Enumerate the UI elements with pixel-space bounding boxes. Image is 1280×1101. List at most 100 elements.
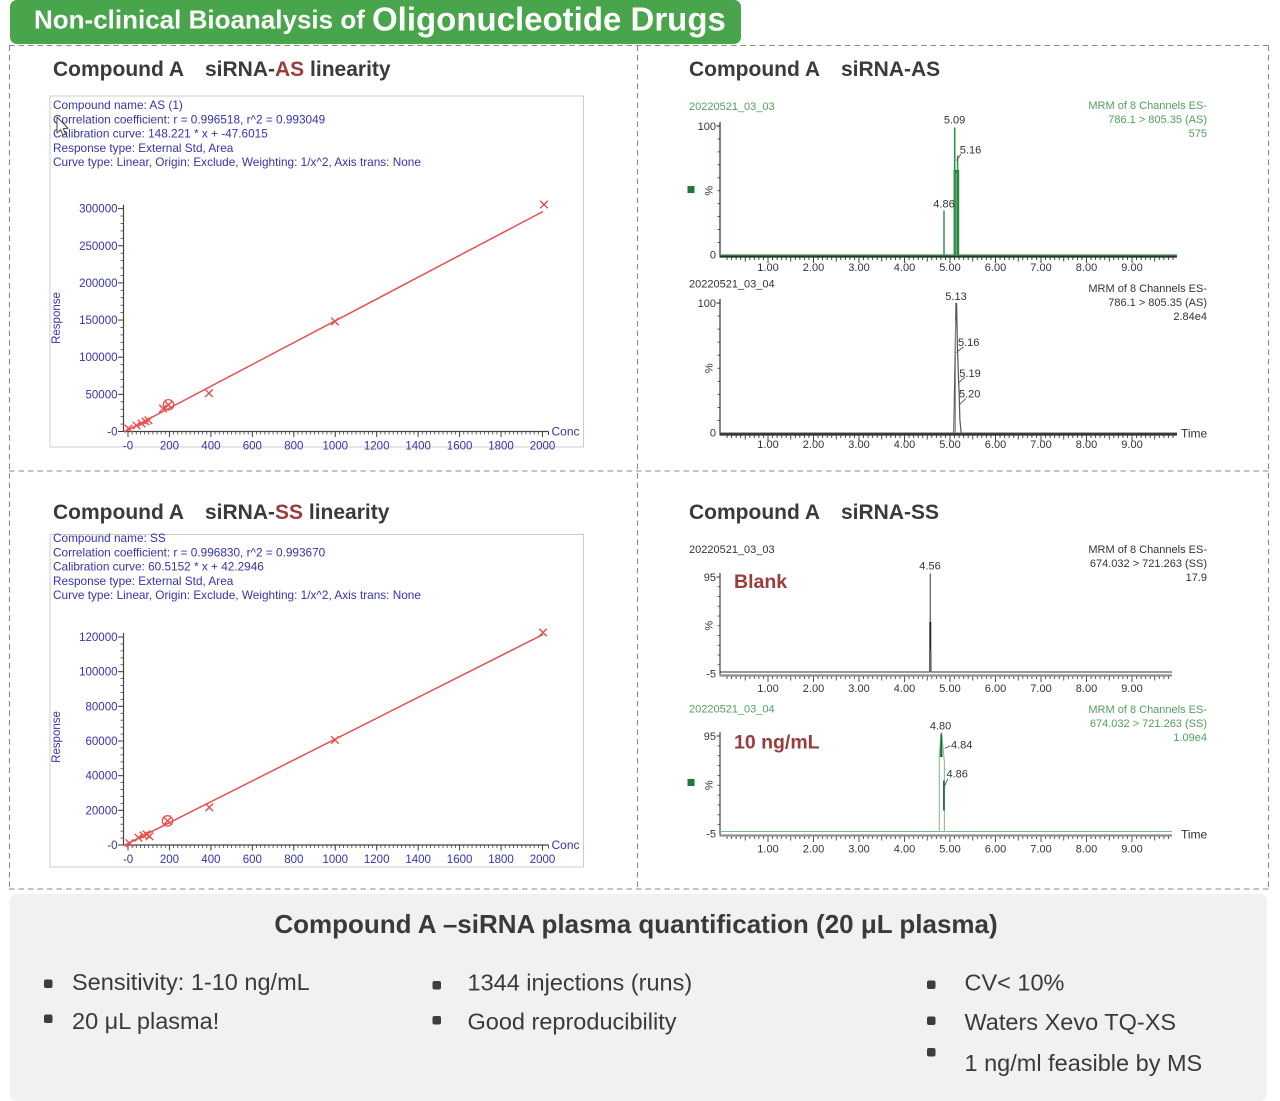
svg-text:100: 100 (698, 121, 716, 133)
svg-text:4.84: 4.84 (951, 740, 972, 752)
svg-text:200: 200 (160, 854, 179, 866)
svg-text:Compound name: AS (1): Compound name: AS (1) (53, 98, 183, 112)
svg-text:7.00: 7.00 (1030, 262, 1051, 274)
svg-text:5.00: 5.00 (939, 439, 960, 451)
svg-text:4.00: 4.00 (894, 439, 915, 451)
svg-text:Response type: External Std, A: Response type: External Std, Area (53, 574, 234, 588)
svg-text:8.00: 8.00 (1076, 439, 1097, 451)
svg-text:200: 200 (160, 441, 179, 453)
svg-text:1600: 1600 (447, 441, 473, 453)
svg-text:8.00: 8.00 (1076, 683, 1097, 695)
svg-text:200000: 200000 (79, 278, 117, 290)
svg-text:Curve type: Linear, Origin: Ex: Curve type: Linear, Origin: Exclude, Wei… (53, 588, 421, 602)
svg-text:5.00: 5.00 (939, 262, 960, 274)
svg-text:600: 600 (243, 441, 262, 453)
svg-text:20220521_03_03: 20220521_03_03 (689, 101, 775, 113)
svg-text:6.00: 6.00 (985, 683, 1006, 695)
svg-text:674.032 > 721.263 (SS): 674.032 > 721.263 (SS) (1090, 558, 1207, 570)
svg-text:1200: 1200 (364, 854, 390, 866)
svg-text:Calibration curve: 148.221 * x: Calibration curve: 148.221 * x + -47.601… (53, 127, 268, 141)
svg-text:95: 95 (704, 572, 716, 584)
svg-text:Compound A: Compound A (689, 58, 820, 81)
svg-text:Good reproducibility: Good reproducibility (468, 1009, 677, 1035)
svg-text:-0: -0 (123, 441, 133, 453)
svg-text:Response type: External Std, A: Response type: External Std, Area (53, 141, 234, 155)
svg-text:-5: -5 (706, 829, 716, 841)
svg-text:-0: -0 (107, 427, 117, 439)
svg-text:6.00: 6.00 (985, 844, 1006, 856)
svg-text:3.00: 3.00 (848, 683, 869, 695)
svg-text:150000: 150000 (79, 315, 117, 327)
svg-text:80000: 80000 (86, 701, 118, 713)
svg-text:Blank: Blank (734, 571, 787, 593)
svg-text:CV< 10%: CV< 10% (965, 970, 1065, 996)
svg-text:8.00: 8.00 (1076, 844, 1097, 856)
svg-text:4.56: 4.56 (919, 561, 940, 573)
svg-text:9.00: 9.00 (1121, 439, 1142, 451)
svg-text:95: 95 (704, 731, 716, 743)
svg-text:7.00: 7.00 (1030, 683, 1051, 695)
svg-text:100000: 100000 (79, 667, 117, 679)
svg-text:Compound name: SS: Compound name: SS (53, 531, 166, 545)
svg-text:100: 100 (698, 298, 716, 310)
svg-text:5.19: 5.19 (959, 368, 980, 380)
svg-text:7.00: 7.00 (1030, 439, 1051, 451)
svg-text:4.86: 4.86 (933, 199, 954, 211)
svg-text:20220521_03_04: 20220521_03_04 (689, 279, 775, 291)
svg-text:7.00: 7.00 (1030, 844, 1051, 856)
svg-text:MRM of 8 Channels ES-: MRM of 8 Channels ES- (1088, 704, 1207, 716)
svg-text:1.00: 1.00 (757, 844, 778, 856)
svg-text:5.09: 5.09 (944, 115, 965, 127)
svg-text:20000: 20000 (86, 805, 118, 817)
svg-text:2.00: 2.00 (803, 262, 824, 274)
svg-text:%: % (704, 780, 716, 790)
svg-text:250000: 250000 (79, 241, 117, 253)
svg-text:Compound A: Compound A (53, 501, 184, 524)
svg-text:4.86: 4.86 (947, 769, 968, 781)
svg-text:0: 0 (710, 250, 716, 262)
svg-text:Sensitivity: 1-10 ng/mL: Sensitivity: 1-10 ng/mL (72, 969, 310, 995)
svg-text:1.00: 1.00 (757, 439, 778, 451)
svg-text:Waters Xevo TQ-XS: Waters Xevo TQ-XS (965, 1009, 1177, 1035)
svg-text:1000: 1000 (322, 854, 348, 866)
svg-text:3.00: 3.00 (848, 262, 869, 274)
svg-text:-0: -0 (123, 854, 133, 866)
svg-text:%: % (704, 186, 716, 196)
svg-text:8.00: 8.00 (1076, 262, 1097, 274)
svg-text:2000: 2000 (530, 854, 556, 866)
svg-text:20 μL plasma!: 20 μL plasma! (72, 1008, 219, 1034)
svg-text:3.00: 3.00 (848, 439, 869, 451)
svg-text:1344 injections (runs): 1344 injections (runs) (468, 970, 693, 996)
svg-text:120000: 120000 (79, 632, 117, 644)
svg-text:Compound A: Compound A (53, 58, 184, 81)
svg-text:1 ng/ml feasible by MS: 1 ng/ml feasible by MS (965, 1050, 1203, 1076)
svg-text:674.032 > 721.263 (SS): 674.032 > 721.263 (SS) (1090, 718, 1207, 730)
svg-text:5.16: 5.16 (958, 337, 979, 349)
svg-text:Conc: Conc (552, 425, 580, 439)
svg-text:9.00: 9.00 (1121, 844, 1142, 856)
svg-text:4.80: 4.80 (930, 721, 951, 733)
svg-text:4.00: 4.00 (894, 262, 915, 274)
svg-text:4.00: 4.00 (894, 844, 915, 856)
svg-text:1.00: 1.00 (757, 683, 778, 695)
svg-text:Compound A –siRNA plasma quant: Compound A –siRNA plasma quantification … (274, 909, 997, 939)
svg-text:9.00: 9.00 (1121, 683, 1142, 695)
svg-text:400: 400 (201, 441, 220, 453)
svg-text:Non-clinical Bioanalysis of: Non-clinical Bioanalysis of (34, 5, 365, 35)
svg-text:5.00: 5.00 (939, 844, 960, 856)
svg-text:MRM of 8 Channels ES-: MRM of 8 Channels ES- (1088, 544, 1207, 556)
svg-text:800: 800 (284, 441, 303, 453)
svg-text:5.16: 5.16 (960, 145, 981, 157)
svg-text:3.00: 3.00 (848, 844, 869, 856)
svg-text:%: % (704, 363, 716, 373)
svg-text:1.09e4: 1.09e4 (1173, 732, 1207, 744)
svg-text:4.00: 4.00 (894, 683, 915, 695)
svg-text:1800: 1800 (488, 441, 514, 453)
svg-text:Response: Response (51, 292, 63, 344)
svg-text:%: % (704, 621, 716, 631)
svg-text:siRNA-AS linearity: siRNA-AS linearity (205, 58, 391, 81)
svg-text:Correlation coefficient: r = 0: Correlation coefficient: r = 0.996830, r… (53, 545, 326, 559)
svg-text:MRM of 8 Channels ES-: MRM of 8 Channels ES- (1088, 100, 1207, 112)
svg-text:800: 800 (284, 854, 303, 866)
svg-text:5.00: 5.00 (939, 683, 960, 695)
